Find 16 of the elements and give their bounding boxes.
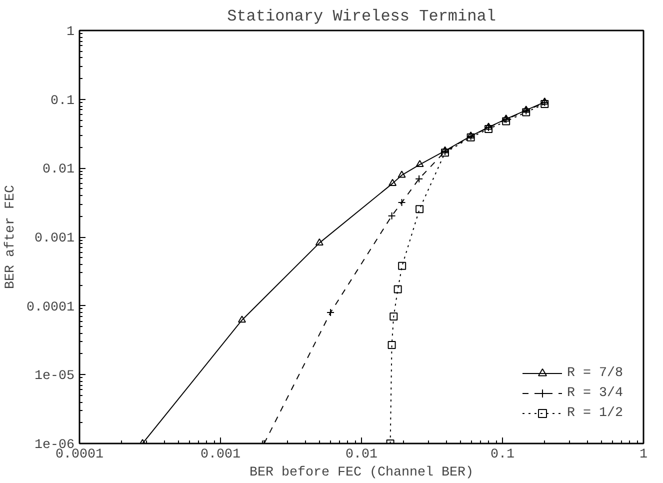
chart-title: Stationary Wireless Terminal (227, 8, 496, 26)
y-tick-label: 0.1 (50, 94, 75, 109)
legend-label: R = 7/8 (567, 366, 623, 380)
y-tick-label: 1e-05 (34, 369, 75, 384)
x-tick-label: 0.001 (200, 448, 241, 462)
x-tick-label: 0.01 (346, 448, 378, 462)
y-tick-label: 0.0001 (26, 300, 75, 316)
legend-label: R = 1/2 (567, 406, 623, 420)
x-tick-label: 1 (640, 448, 648, 462)
legend-label: R = 3/4 (567, 386, 623, 400)
x-axis-title: BER before FEC (Channel BER) (250, 466, 474, 480)
y-tick-label: 0.01 (42, 162, 75, 178)
y-axis-title: BER after FEC (4, 185, 19, 289)
x-tick-label: 0.1 (490, 448, 515, 462)
y-tick-label: 1 (66, 25, 74, 40)
y-tick-label: 0.001 (34, 232, 75, 246)
